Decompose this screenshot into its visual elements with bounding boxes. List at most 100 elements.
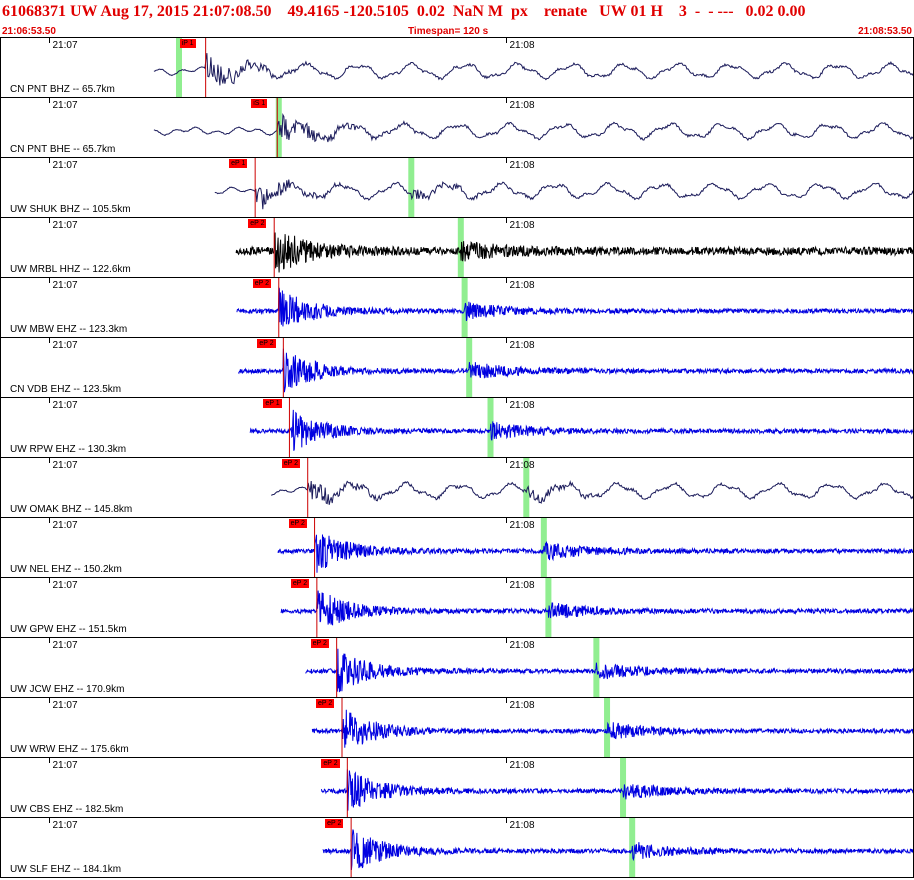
station-channel-label: UW NEL EHZ -- 150.2km — [10, 564, 122, 575]
minute-label: 21:07 — [52, 700, 78, 711]
s-arrival-marker — [275, 98, 282, 157]
panel-border — [0, 98, 1, 157]
waveform-line — [305, 648, 914, 693]
seismogram-trace-svg — [49, 758, 914, 817]
station-channel-label: UW GPW EHZ -- 151.5km — [10, 624, 127, 635]
phase-pick-tag[interactable]: eP 2 — [325, 819, 344, 828]
seismogram-trace-svg — [49, 518, 914, 577]
panel-border — [0, 758, 1, 817]
waveform-line — [153, 113, 914, 143]
minute-label: 21:08 — [509, 400, 535, 411]
station-channel-label: UW SLF EHZ -- 184.1km — [10, 864, 122, 875]
minute-label: 21:08 — [509, 460, 535, 471]
minute-label: 21:07 — [52, 340, 78, 351]
channel-panel[interactable]: 21:07 21:08 iP 1 CN PNT BHZ -- 65.7km — [0, 38, 914, 98]
seismogram-trace-svg — [49, 98, 914, 157]
phase-pick-tag[interactable]: eP 2 — [257, 339, 276, 348]
seismogram-trace-svg — [49, 338, 914, 397]
phase-pick-tag[interactable]: iP 1 — [179, 39, 196, 48]
phase-pick-tag[interactable]: eP 2 — [248, 219, 267, 228]
minute-label: 21:08 — [509, 700, 535, 711]
s-arrival-marker — [545, 578, 552, 637]
station-channel-label: UW MBW EHZ -- 123.3km — [10, 324, 128, 335]
channel-panel[interactable]: 21:07 21:08 eP 2 UW GPW EHZ -- 151.5km — [0, 578, 914, 638]
waveform-line — [235, 232, 914, 273]
phase-pick-tag[interactable]: iS 1 — [251, 99, 268, 108]
station-channel-label: UW RPW EHZ -- 130.3km — [10, 444, 127, 455]
seismogram-trace-svg — [49, 818, 914, 877]
station-channel-label: UW SHUK BHZ -- 105.5km — [10, 204, 131, 215]
s-arrival-marker — [620, 758, 627, 817]
channel-panel[interactable]: 21:07 21:08 eP 2 UW SLF EHZ -- 184.1km — [0, 818, 914, 878]
panel-border — [0, 338, 1, 397]
station-channel-label: UW CBS EHZ -- 182.5km — [10, 804, 124, 815]
panel-border — [0, 458, 1, 517]
phase-pick-tag[interactable]: eP 2 — [310, 639, 329, 648]
minute-label: 21:07 — [52, 520, 78, 531]
phase-pick-tag[interactable]: eP 2 — [288, 519, 307, 528]
panel-border — [0, 218, 1, 277]
panel-border — [0, 638, 1, 697]
channel-panel[interactable]: 21:07 21:08 eP 2 CN VDB EHZ -- 123.5km — [0, 338, 914, 398]
phase-pick-tag[interactable]: eP 1 — [229, 159, 248, 168]
station-channel-label: CN PNT BHE -- 65.7km — [10, 144, 116, 155]
channel-panel[interactable]: 21:07 21:08 eP 1 UW RPW EHZ -- 130.3km — [0, 398, 914, 458]
waveform-line — [280, 590, 914, 626]
minute-label: 21:08 — [509, 760, 535, 771]
s-arrival-marker — [523, 458, 530, 517]
seismogram-trace-svg — [49, 638, 914, 697]
s-arrival-marker — [604, 698, 611, 757]
phase-pick-tag[interactable]: eP 2 — [281, 459, 300, 468]
seismogram-trace-svg — [49, 398, 914, 457]
phase-pick-tag[interactable]: eP 2 — [321, 759, 340, 768]
waveform-line — [271, 479, 914, 505]
window-start-time: 21:06:53.50 — [2, 26, 56, 37]
minute-label: 21:07 — [52, 400, 78, 411]
station-channel-label: CN VDB EHZ -- 123.5km — [10, 384, 122, 395]
event-header: 61068371 UW Aug 17, 2015 21:07:08.50 49.… — [0, 0, 914, 38]
minute-label: 21:08 — [509, 340, 535, 351]
minute-label: 21:08 — [509, 580, 535, 591]
minute-label: 21:08 — [509, 220, 535, 231]
minute-label: 21:07 — [52, 460, 78, 471]
channel-panel[interactable]: 21:07 21:08 eP 2 UW MBW EHZ -- 123.3km — [0, 278, 914, 338]
waveform-line — [311, 709, 914, 748]
seismogram-trace-svg — [49, 38, 914, 97]
minute-label: 21:07 — [52, 280, 78, 291]
minute-label: 21:07 — [52, 40, 78, 51]
minute-label: 21:08 — [509, 640, 535, 651]
channel-panel[interactable]: 21:07 21:08 eP 2 UW WRW EHZ -- 175.6km — [0, 698, 914, 758]
window-end-time: 21:08:53.50 — [858, 26, 912, 37]
minute-label: 21:08 — [509, 820, 535, 831]
channel-panel[interactable]: 21:07 21:08 iS 1 CN PNT BHE -- 65.7km — [0, 98, 914, 158]
seismogram-trace-svg — [49, 218, 914, 277]
s-arrival-marker — [408, 158, 415, 217]
s-arrival-marker — [175, 38, 182, 97]
channel-panel[interactable]: 21:07 21:08 eP 1 UW SHUK BHZ -- 105.5km — [0, 158, 914, 218]
phase-pick-tag[interactable]: eP 2 — [290, 579, 310, 588]
channel-panel[interactable]: 21:07 21:08 eP 2 UW OMAK BHZ -- 145.8km — [0, 458, 914, 518]
seismogram-trace-svg — [49, 158, 914, 217]
phase-pick-tag[interactable]: eP 1 — [263, 399, 282, 408]
waveform-line — [237, 348, 914, 393]
waveform-line — [320, 769, 914, 811]
panel-border — [0, 278, 1, 337]
channel-panel[interactable]: 21:07 21:08 eP 2 UW MRBL HHZ -- 122.6km — [0, 218, 914, 278]
waveform-line — [214, 179, 914, 210]
minute-label: 21:07 — [52, 100, 78, 111]
waveform-line — [322, 829, 914, 871]
station-channel-label: UW OMAK BHZ -- 145.8km — [10, 504, 133, 515]
seismogram-trace-svg — [49, 278, 914, 337]
channel-panel[interactable]: 21:07 21:08 eP 2 UW JCW EHZ -- 170.9km — [0, 638, 914, 698]
station-channel-label: UW JCW EHZ -- 170.9km — [10, 684, 125, 695]
panel-border — [0, 518, 1, 577]
channel-panel[interactable]: 21:07 21:08 eP 2 UW CBS EHZ -- 182.5km — [0, 758, 914, 818]
channel-panel[interactable]: 21:07 21:08 eP 2 UW NEL EHZ -- 150.2km — [0, 518, 914, 578]
station-channel-label: UW WRW EHZ -- 175.6km — [10, 744, 129, 755]
seismogram-panels[interactable]: 21:07 21:08 iP 1 CN PNT BHZ -- 65.7km 21:07 2… — [0, 38, 914, 880]
s-arrival-marker — [457, 218, 464, 277]
minute-label: 21:08 — [509, 160, 535, 171]
minute-label: 21:07 — [52, 160, 78, 171]
phase-pick-tag[interactable]: eP 2 — [315, 699, 335, 708]
phase-pick-tag[interactable]: eP 2 — [252, 279, 272, 288]
